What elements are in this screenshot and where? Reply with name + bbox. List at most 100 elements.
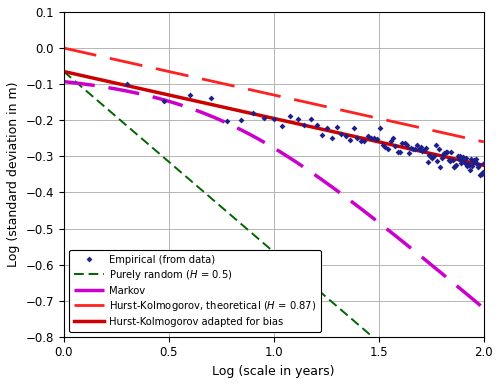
Empirical (from data)	[294, 116, 302, 122]
Empirical (from data)	[450, 164, 458, 170]
Empirical (from data)	[384, 146, 392, 152]
Hurst-Kolmogorov, theoretical ($H$ = 0.87)	[246, 87, 252, 92]
Markov	[349, 200, 355, 204]
Empirical (from data)	[424, 159, 432, 165]
Empirical (from data)	[333, 124, 341, 130]
Empirical (from data)	[312, 122, 320, 128]
Hurst-Kolmogorov adapted for bias	[396, 144, 402, 149]
Hurst-Kolmogorov, theoretical ($H$ = 0.87)	[480, 140, 486, 144]
Empirical (from data)	[411, 146, 419, 152]
Empirical (from data)	[373, 136, 381, 142]
Line: Purely random ($H$ = 0.5): Purely random ($H$ = 0.5)	[64, 72, 484, 385]
Empirical (from data)	[418, 148, 426, 154]
Empirical (from data)	[458, 156, 466, 162]
Markov	[480, 306, 486, 311]
Purely random ($H$ = 0.5)	[104, 106, 110, 110]
Empirical (from data)	[465, 161, 473, 167]
Hurst-Kolmogorov adapted for bias	[480, 163, 486, 167]
Markov	[60, 79, 66, 84]
Empirical (from data)	[428, 155, 436, 161]
Y-axis label: Log (standard deviation in m): Log (standard deviation in m)	[7, 82, 20, 267]
Hurst-Kolmogorov adapted for bias	[60, 69, 66, 74]
Empirical (from data)	[350, 125, 358, 131]
Empirical (from data)	[409, 146, 417, 152]
Empirical (from data)	[186, 92, 194, 98]
Hurst-Kolmogorov, theoretical ($H$ = 0.87)	[349, 110, 355, 115]
Empirical (from data)	[469, 160, 477, 166]
Empirical (from data)	[446, 158, 454, 164]
Empirical (from data)	[434, 146, 442, 152]
Empirical (from data)	[454, 153, 462, 159]
Empirical (from data)	[430, 153, 438, 159]
Hurst-Kolmogorov, theoretical ($H$ = 0.87)	[396, 121, 402, 125]
Empirical (from data)	[392, 143, 400, 149]
Line: Hurst-Kolmogorov, theoretical ($H$ = 0.87): Hurst-Kolmogorov, theoretical ($H$ = 0.8…	[64, 48, 484, 142]
Empirical (from data)	[250, 110, 258, 116]
Empirical (from data)	[354, 135, 362, 141]
Empirical (from data)	[478, 171, 486, 177]
Empirical (from data)	[300, 122, 308, 128]
Empirical (from data)	[386, 137, 394, 144]
Empirical (from data)	[270, 116, 278, 122]
Hurst-Kolmogorov, theoretical ($H$ = 0.87)	[60, 46, 66, 50]
Empirical (from data)	[475, 162, 483, 168]
Markov	[388, 230, 394, 235]
Empirical (from data)	[394, 149, 402, 155]
Purely random ($H$ = 0.5)	[388, 351, 394, 355]
Hurst-Kolmogorov adapted for bias	[349, 134, 355, 138]
Empirical (from data)	[364, 133, 372, 139]
Empirical (from data)	[462, 155, 469, 161]
Empirical (from data)	[360, 138, 368, 144]
Empirical (from data)	[413, 142, 421, 148]
Empirical (from data)	[416, 144, 424, 150]
Purely random ($H$ = 0.5)	[396, 357, 402, 362]
Hurst-Kolmogorov, theoretical ($H$ = 0.87)	[104, 55, 110, 60]
Empirical (from data)	[457, 160, 465, 166]
Empirical (from data)	[306, 116, 314, 122]
Line: Markov: Markov	[64, 82, 484, 308]
Empirical (from data)	[471, 157, 479, 164]
Empirical (from data)	[376, 125, 384, 131]
Empirical (from data)	[476, 172, 484, 179]
Empirical (from data)	[357, 137, 365, 144]
Empirical (from data)	[370, 135, 378, 141]
Empirical (from data)	[443, 149, 451, 155]
Empirical (from data)	[398, 140, 406, 146]
Empirical (from data)	[405, 150, 413, 156]
Purely random ($H$ = 0.5)	[230, 215, 236, 220]
Empirical (from data)	[470, 157, 478, 163]
Empirical (from data)	[382, 144, 390, 150]
Markov	[246, 131, 252, 136]
Hurst-Kolmogorov adapted for bias	[230, 107, 236, 112]
Empirical (from data)	[466, 167, 474, 173]
Empirical (from data)	[460, 154, 468, 160]
Empirical (from data)	[472, 156, 480, 162]
Empirical (from data)	[346, 137, 354, 143]
Empirical (from data)	[464, 161, 472, 167]
Empirical (from data)	[318, 132, 326, 138]
Empirical (from data)	[456, 152, 464, 159]
Markov	[104, 85, 110, 90]
Empirical (from data)	[479, 169, 487, 175]
Empirical (from data)	[407, 144, 415, 151]
Hurst-Kolmogorov, theoretical ($H$ = 0.87)	[388, 119, 394, 124]
Empirical (from data)	[260, 115, 268, 121]
Empirical (from data)	[427, 154, 435, 160]
Empirical (from data)	[425, 152, 433, 158]
Empirical (from data)	[123, 80, 131, 87]
Empirical (from data)	[403, 142, 411, 148]
Empirical (from data)	[448, 157, 456, 163]
Empirical (from data)	[338, 131, 345, 137]
Empirical (from data)	[396, 149, 404, 155]
Empirical (from data)	[477, 171, 485, 177]
Empirical (from data)	[480, 160, 488, 166]
Empirical (from data)	[206, 95, 214, 101]
Empirical (from data)	[473, 161, 481, 167]
Empirical (from data)	[452, 162, 460, 168]
Empirical (from data)	[460, 160, 468, 166]
Empirical (from data)	[467, 156, 475, 162]
Empirical (from data)	[342, 132, 349, 139]
Empirical (from data)	[420, 147, 428, 153]
Empirical (from data)	[237, 117, 245, 123]
Empirical (from data)	[462, 163, 470, 169]
